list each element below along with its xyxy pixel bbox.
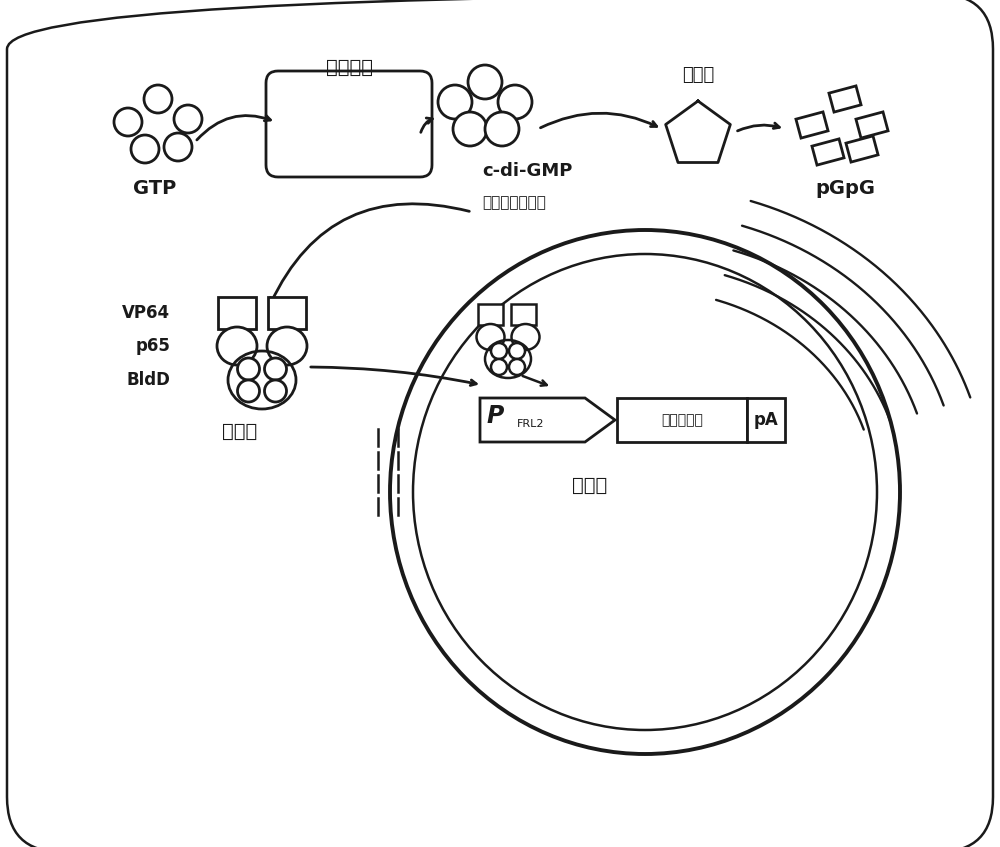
FancyBboxPatch shape (266, 71, 432, 177)
Text: pA: pA (754, 411, 778, 429)
FancyBboxPatch shape (511, 304, 536, 325)
Text: p65: p65 (135, 337, 170, 355)
Bar (747, 398, 785, 442)
Ellipse shape (217, 327, 257, 365)
Circle shape (491, 359, 507, 375)
Bar (796, 112, 828, 138)
Text: （环二鸟苷酸）: （环二鸟苷酸） (482, 195, 546, 210)
Bar (812, 139, 844, 165)
Ellipse shape (267, 327, 307, 365)
FancyBboxPatch shape (218, 297, 256, 329)
Text: P: P (486, 404, 504, 428)
Circle shape (131, 135, 159, 163)
Ellipse shape (477, 324, 505, 350)
Circle shape (498, 85, 532, 119)
Circle shape (238, 358, 260, 380)
Text: 降解醂: 降解醂 (682, 66, 714, 84)
Polygon shape (480, 398, 615, 442)
Circle shape (453, 112, 487, 146)
Circle shape (264, 358, 287, 380)
Text: c-di-GMP: c-di-GMP (482, 162, 572, 180)
Circle shape (468, 65, 502, 99)
Circle shape (114, 108, 142, 136)
Text: 待转录基因: 待转录基因 (661, 413, 703, 427)
Text: 光感受器: 光感受器 (326, 58, 373, 76)
Bar (829, 86, 861, 112)
Bar (856, 112, 888, 138)
Ellipse shape (512, 324, 540, 350)
Circle shape (164, 133, 192, 161)
Circle shape (509, 343, 525, 359)
Text: 效应器: 效应器 (572, 475, 608, 495)
Circle shape (485, 112, 519, 146)
Circle shape (238, 380, 260, 402)
Circle shape (491, 343, 507, 359)
Circle shape (174, 105, 202, 133)
Bar (617, 398, 747, 442)
Circle shape (438, 85, 472, 119)
Ellipse shape (390, 230, 900, 754)
Text: pGpG: pGpG (815, 179, 875, 198)
Circle shape (509, 359, 525, 375)
Text: BldD: BldD (126, 371, 170, 389)
Text: 处理器: 处理器 (222, 422, 258, 440)
Circle shape (264, 380, 287, 402)
Bar (846, 136, 878, 162)
Text: GTP: GTP (133, 179, 177, 198)
FancyBboxPatch shape (268, 297, 306, 329)
Circle shape (144, 85, 172, 113)
Text: FRL2: FRL2 (517, 419, 544, 429)
FancyBboxPatch shape (478, 304, 503, 325)
Text: VP64: VP64 (122, 304, 170, 322)
